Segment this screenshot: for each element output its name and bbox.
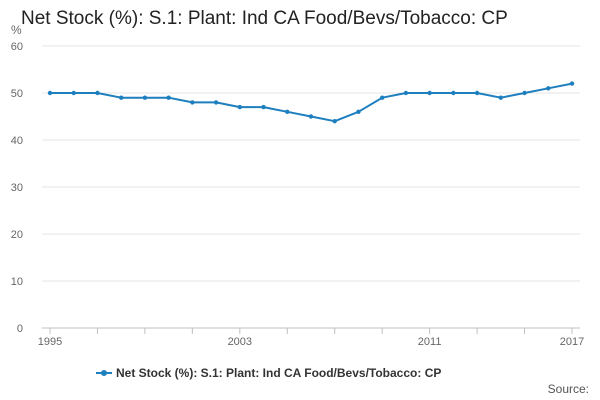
- data-point: [47, 90, 53, 96]
- data-point: [379, 95, 385, 100]
- gridlines: [42, 45, 580, 282]
- y-unit-label: %: [11, 23, 22, 37]
- data-point: [190, 100, 195, 105]
- data-point: [237, 104, 243, 110]
- y-tick-label: 40: [11, 135, 23, 147]
- data-point: [118, 95, 124, 100]
- data-point: [308, 114, 314, 119]
- source-label: Source:: [547, 382, 589, 396]
- data-point: [522, 90, 527, 96]
- data-point: [332, 119, 337, 124]
- data-point: [71, 90, 76, 96]
- legend[interactable]: Net Stock (%): S.1: Plant: Ind CA Food/B…: [96, 366, 441, 380]
- x-tick-label: 2011: [418, 336, 442, 348]
- chart-title: Net Stock (%): S.1: Plant: Ind CA Food/B…: [21, 8, 508, 29]
- data-point: [142, 95, 148, 100]
- data-point: [451, 90, 456, 96]
- data-point: [95, 90, 100, 96]
- data-point: [356, 109, 361, 115]
- y-tick-label: 60: [11, 41, 23, 53]
- series-layer: [47, 81, 575, 124]
- x-tick-label: 1995: [38, 336, 62, 348]
- data-point: [427, 90, 432, 96]
- y-tick-label: 10: [11, 276, 23, 288]
- data-point: [569, 81, 575, 86]
- legend-dot: [101, 370, 107, 376]
- y-tick-label: 20: [11, 229, 23, 241]
- data-point: [474, 90, 480, 96]
- data-point: [261, 104, 266, 110]
- data-point: [498, 95, 504, 100]
- data-point: [285, 109, 290, 115]
- legend-label: Net Stock (%): S.1: Plant: Ind CA Food/B…: [116, 366, 442, 380]
- x-tick-label: 2017: [560, 336, 584, 348]
- data-point: [213, 100, 219, 105]
- legend-marker-icon: [96, 368, 112, 378]
- axes: 0 10 20 30 40 50 60 1995 2003 2011 2017: [11, 41, 584, 348]
- x-tick-label: 2003: [228, 336, 252, 348]
- y-tick-label: 50: [11, 88, 23, 100]
- y-tick-label: 0: [17, 323, 23, 335]
- data-point: [546, 86, 551, 91]
- y-tick-label: 30: [11, 182, 23, 194]
- data-point: [403, 90, 409, 96]
- data-point: [166, 95, 171, 100]
